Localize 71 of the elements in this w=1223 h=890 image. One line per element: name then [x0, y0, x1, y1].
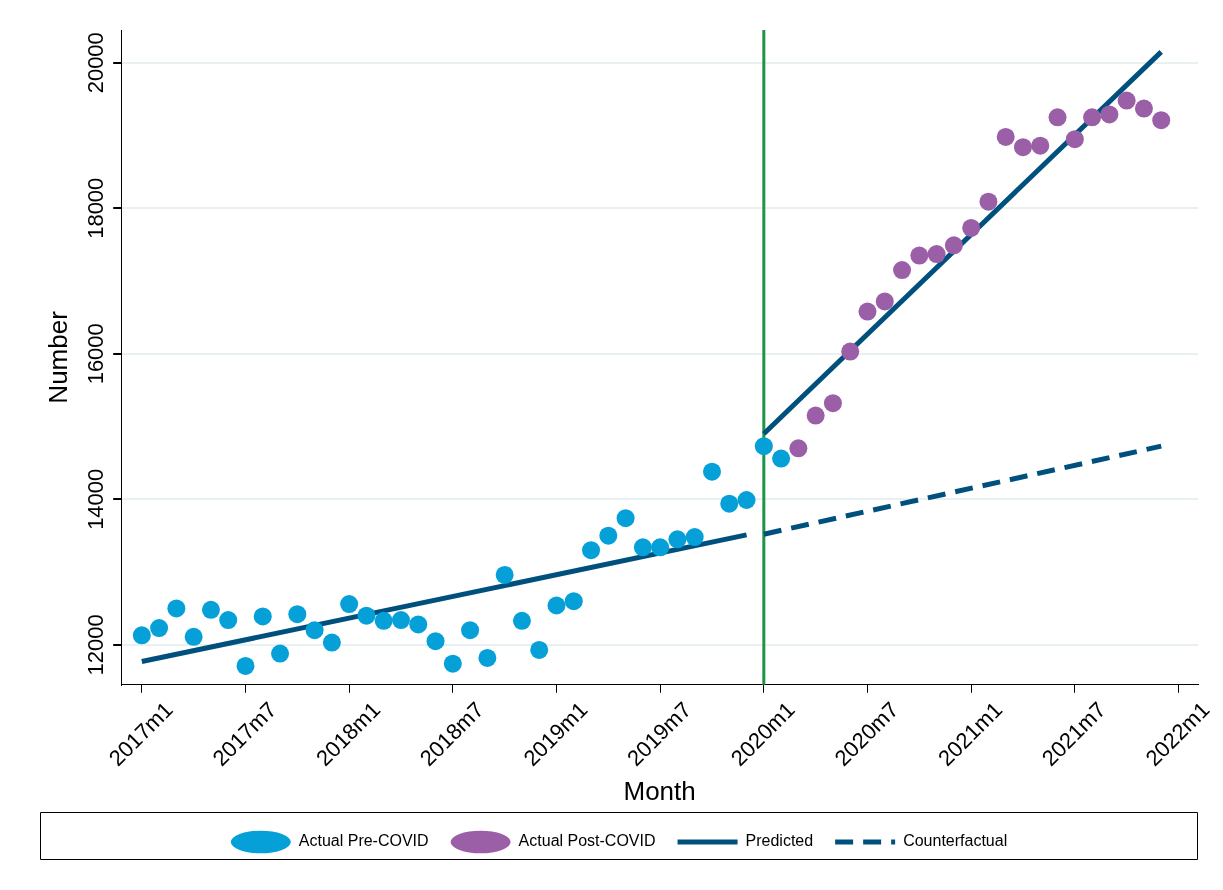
legend-label: Counterfactual [903, 832, 1008, 850]
point [910, 246, 929, 265]
point [236, 656, 255, 675]
point [858, 302, 877, 321]
point [789, 439, 808, 458]
point [702, 462, 721, 481]
legend-label: Actual Post-COVID [518, 832, 656, 850]
point [737, 491, 756, 509]
point [1048, 108, 1067, 127]
point [823, 394, 842, 413]
point [253, 607, 272, 626]
point [1031, 136, 1050, 155]
point [409, 615, 428, 634]
point [996, 127, 1015, 146]
point [547, 596, 566, 615]
point [288, 605, 307, 624]
legend-label: Actual Pre-COVID [298, 832, 429, 850]
point [443, 654, 462, 673]
point [616, 509, 635, 528]
point [633, 538, 652, 557]
point [720, 494, 739, 513]
point [374, 611, 393, 630]
x-axis-title: Month [623, 775, 696, 806]
point [668, 530, 687, 549]
point [530, 640, 549, 659]
point [979, 192, 998, 211]
point [1083, 108, 1102, 127]
point [167, 599, 186, 618]
point [495, 565, 514, 584]
point [772, 449, 791, 468]
point [219, 611, 238, 630]
point [841, 342, 860, 361]
legend-label: Predicted [745, 832, 814, 850]
point [962, 218, 981, 237]
point [651, 538, 670, 557]
point [512, 611, 531, 630]
y-tick-label: 16000 [83, 323, 109, 385]
point [806, 406, 825, 425]
y-axis-title: Number [42, 310, 73, 404]
point [564, 592, 583, 611]
point [1134, 99, 1153, 118]
y-tick-label: 18000 [83, 177, 109, 239]
point [1117, 91, 1136, 110]
point [391, 611, 410, 630]
point [875, 292, 894, 311]
point [322, 633, 341, 652]
point [599, 526, 618, 545]
point [150, 619, 169, 638]
point [426, 632, 445, 651]
point [1013, 138, 1032, 157]
point [893, 261, 912, 280]
point [927, 245, 946, 264]
point [340, 595, 359, 614]
point [201, 600, 220, 619]
point [754, 437, 773, 456]
point [357, 606, 376, 625]
point [582, 541, 601, 560]
point [184, 627, 203, 646]
y-tick-label: 12000 [83, 614, 109, 676]
point [271, 644, 290, 663]
point [132, 626, 151, 645]
y-tick-label: 20000 [83, 32, 109, 94]
point [478, 648, 497, 667]
point [1100, 105, 1119, 124]
point [1152, 111, 1171, 130]
point [944, 236, 963, 255]
point [1065, 130, 1084, 149]
point [461, 621, 480, 640]
point [685, 528, 704, 547]
y-tick-label: 14000 [83, 468, 109, 530]
point [305, 621, 324, 640]
